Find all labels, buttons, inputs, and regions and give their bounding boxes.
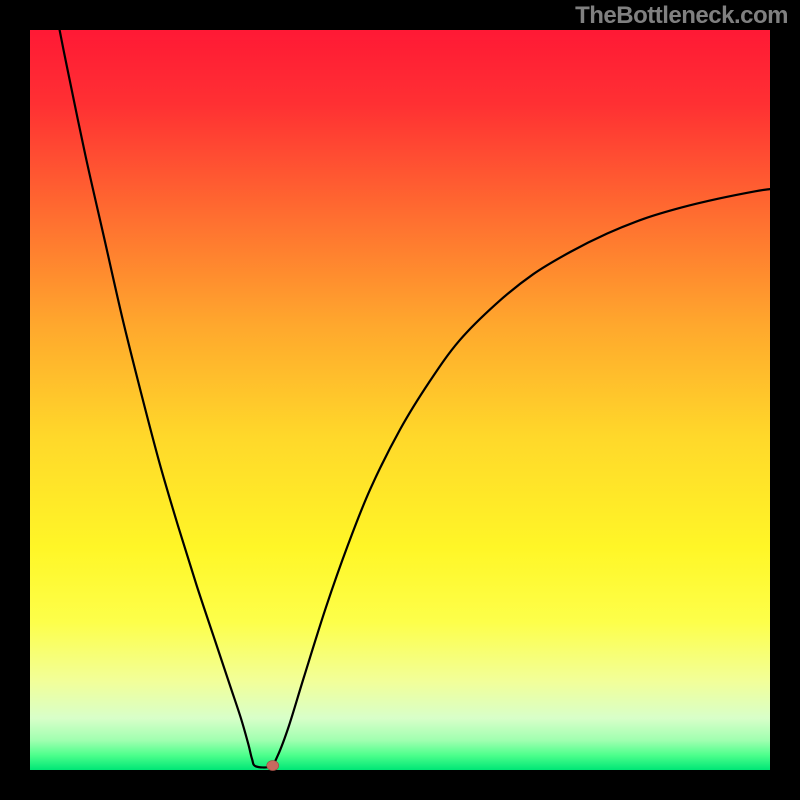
bottleneck-chart bbox=[0, 0, 800, 800]
optimal-point-marker bbox=[267, 761, 279, 771]
watermark-text: TheBottleneck.com bbox=[575, 2, 788, 30]
chart-container: TheBottleneck.com bbox=[0, 0, 800, 800]
plot-background bbox=[30, 30, 770, 770]
